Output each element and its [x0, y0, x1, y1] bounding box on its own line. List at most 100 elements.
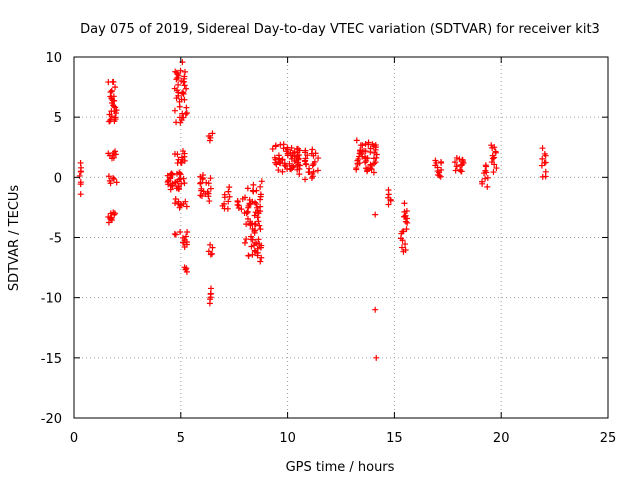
data-point	[183, 104, 190, 111]
x-axis-label: GPS time / hours	[286, 460, 395, 475]
data-points	[76, 59, 549, 361]
data-point	[245, 252, 252, 259]
data-point	[315, 155, 322, 162]
data-point	[112, 148, 119, 155]
data-point	[106, 111, 113, 118]
data-point	[372, 211, 379, 218]
data-point	[296, 171, 303, 178]
data-point	[178, 96, 185, 103]
x-tick-label: 15	[386, 431, 403, 446]
data-point	[110, 78, 117, 85]
data-point	[359, 142, 366, 149]
data-point	[312, 150, 319, 157]
data-point	[110, 93, 117, 100]
data-point	[302, 155, 309, 162]
data-point	[235, 202, 242, 209]
data-point	[175, 81, 182, 88]
data-point	[173, 76, 180, 83]
data-point	[282, 162, 289, 169]
data-point	[248, 233, 255, 240]
y-tick-label: 10	[45, 51, 62, 66]
data-point	[181, 75, 188, 82]
data-point	[367, 145, 374, 152]
data-point	[309, 162, 316, 169]
data-point	[353, 137, 360, 144]
data-point	[256, 222, 263, 229]
data-point	[301, 158, 308, 165]
data-point	[225, 198, 232, 205]
data-point	[257, 203, 264, 210]
data-point	[171, 231, 178, 238]
data-point	[257, 244, 264, 251]
data-point	[171, 107, 178, 114]
data-point	[539, 145, 546, 152]
data-point	[183, 233, 190, 240]
data-point	[107, 210, 114, 217]
data-point	[361, 154, 368, 161]
data-point	[172, 231, 179, 238]
data-point	[244, 215, 251, 222]
data-point	[197, 180, 204, 187]
data-point	[207, 285, 214, 292]
data-point	[302, 160, 309, 167]
data-point	[400, 228, 407, 235]
data-point	[493, 165, 500, 172]
data-point	[281, 160, 288, 167]
data-point	[175, 198, 182, 205]
data-point	[250, 181, 257, 188]
data-point	[226, 184, 233, 191]
data-point	[105, 79, 112, 86]
data-point	[367, 161, 374, 168]
data-point	[177, 171, 184, 178]
data-point	[247, 200, 254, 207]
data-point	[287, 149, 294, 156]
data-point	[452, 167, 459, 174]
data-point	[168, 171, 175, 178]
data-point	[105, 173, 112, 180]
y-tick-label: -15	[41, 352, 62, 367]
data-point	[492, 148, 499, 155]
data-point	[105, 219, 112, 226]
data-point	[251, 247, 258, 254]
data-point	[456, 156, 463, 163]
data-point	[108, 214, 115, 221]
data-point	[254, 252, 261, 259]
data-point	[459, 157, 466, 164]
data-point	[453, 154, 460, 161]
data-point	[180, 175, 187, 182]
x-tick-label: 5	[177, 431, 185, 446]
data-point	[243, 236, 250, 243]
data-point	[108, 88, 115, 95]
data-point	[438, 158, 444, 165]
data-point	[181, 264, 188, 271]
data-point	[302, 176, 309, 183]
data-point	[257, 226, 264, 233]
data-point	[432, 157, 439, 164]
data-point	[457, 166, 464, 173]
data-point	[179, 148, 186, 155]
data-point	[272, 143, 279, 150]
data-point	[489, 144, 496, 151]
y-tick-label: 5	[54, 111, 62, 126]
data-point	[183, 85, 190, 92]
data-point	[176, 176, 183, 183]
data-point	[257, 183, 264, 190]
data-point	[245, 204, 252, 211]
data-point	[284, 166, 291, 173]
data-point	[226, 193, 233, 200]
data-point	[205, 180, 212, 187]
grid	[74, 57, 608, 418]
data-point	[207, 251, 214, 258]
data-point	[252, 227, 259, 234]
data-point	[280, 141, 287, 148]
data-point	[438, 166, 445, 173]
data-point	[541, 150, 548, 157]
data-point	[165, 178, 172, 185]
data-point	[288, 144, 295, 151]
data-point	[397, 235, 404, 242]
data-point	[489, 152, 496, 159]
data-point	[207, 241, 214, 248]
data-point	[207, 290, 214, 297]
data-point	[198, 185, 205, 192]
